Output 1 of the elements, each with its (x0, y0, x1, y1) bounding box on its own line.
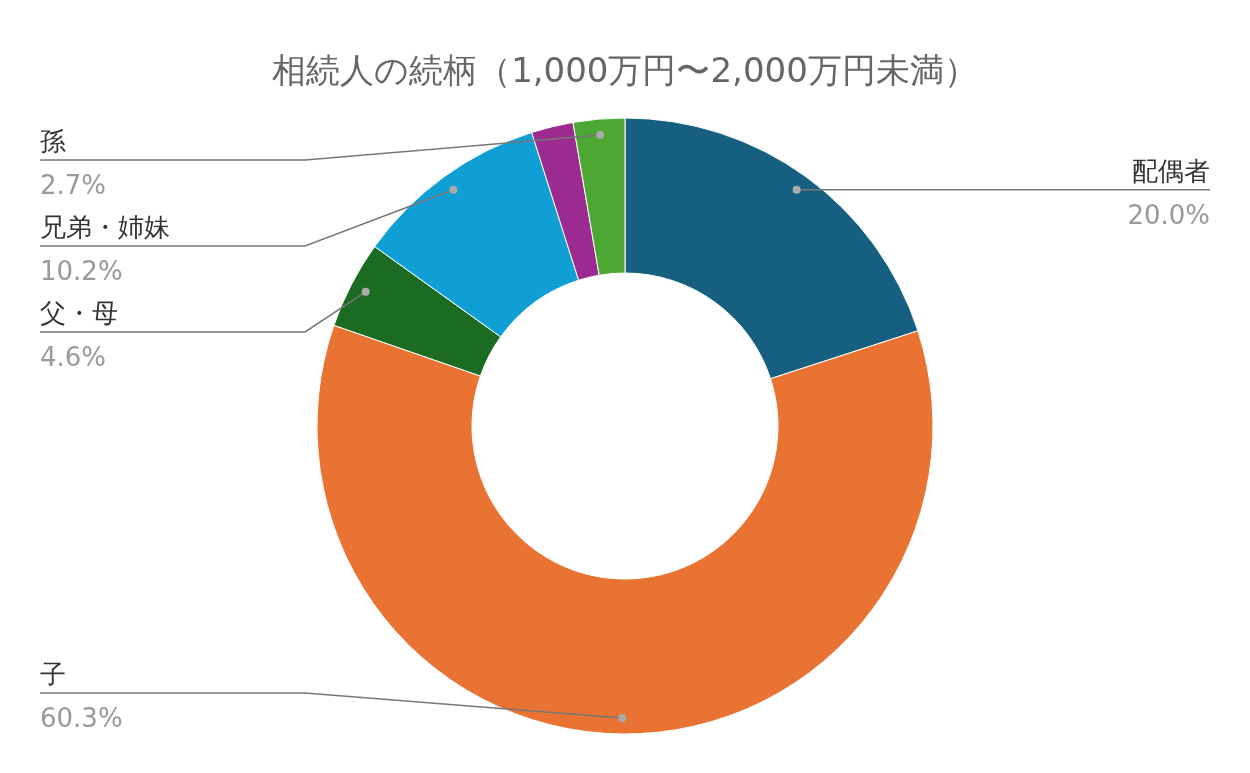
title: 相続人の続柄（1,000万円〜2,000万円未満） (272, 50, 978, 90)
